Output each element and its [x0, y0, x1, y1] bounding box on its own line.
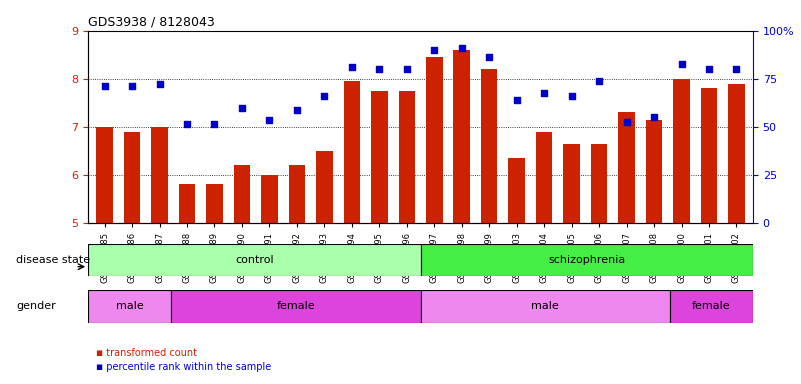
- Text: female: female: [692, 301, 731, 311]
- Bar: [674, 79, 690, 223]
- Bar: [481, 69, 497, 223]
- Point: [99, 83, 111, 89]
- Bar: [728, 84, 745, 223]
- Bar: [344, 81, 360, 223]
- Bar: [371, 91, 388, 223]
- FancyBboxPatch shape: [88, 290, 171, 323]
- Bar: [96, 127, 113, 223]
- Point: [291, 107, 304, 113]
- Point: [620, 119, 633, 125]
- Text: female: female: [276, 301, 315, 311]
- Point: [702, 66, 715, 72]
- Bar: [453, 50, 470, 223]
- Bar: [399, 91, 415, 223]
- Bar: [124, 131, 140, 223]
- Point: [537, 90, 550, 96]
- Bar: [261, 175, 278, 223]
- Text: ◾ percentile rank within the sample: ◾ percentile rank within the sample: [96, 362, 272, 372]
- Bar: [206, 184, 223, 223]
- Point: [208, 121, 221, 127]
- Bar: [646, 119, 662, 223]
- FancyBboxPatch shape: [421, 290, 670, 323]
- Point: [126, 83, 139, 89]
- Bar: [563, 144, 580, 223]
- Point: [153, 81, 166, 87]
- FancyBboxPatch shape: [421, 244, 753, 276]
- Point: [566, 93, 578, 99]
- Point: [510, 97, 523, 103]
- Bar: [536, 131, 553, 223]
- Text: male: male: [531, 301, 559, 311]
- Text: gender: gender: [16, 301, 56, 311]
- Point: [648, 114, 661, 120]
- Point: [318, 93, 331, 99]
- FancyBboxPatch shape: [171, 290, 421, 323]
- Bar: [316, 151, 332, 223]
- Text: disease state: disease state: [16, 255, 91, 265]
- Text: male: male: [116, 301, 143, 311]
- Point: [428, 47, 441, 53]
- FancyBboxPatch shape: [88, 244, 421, 276]
- Bar: [426, 57, 442, 223]
- Bar: [151, 127, 167, 223]
- Point: [593, 78, 606, 84]
- Point: [180, 121, 193, 127]
- Bar: [234, 165, 250, 223]
- Point: [373, 66, 386, 72]
- Point: [675, 61, 688, 68]
- Point: [263, 116, 276, 122]
- Text: schizophrenia: schizophrenia: [548, 255, 626, 265]
- Point: [400, 66, 413, 72]
- Point: [483, 54, 496, 60]
- Bar: [288, 165, 305, 223]
- FancyBboxPatch shape: [670, 290, 753, 323]
- Point: [345, 64, 358, 70]
- Text: GDS3938 / 8128043: GDS3938 / 8128043: [88, 15, 215, 28]
- Bar: [179, 184, 195, 223]
- Point: [455, 45, 468, 51]
- Point: [235, 104, 248, 111]
- Bar: [618, 113, 635, 223]
- Bar: [701, 88, 717, 223]
- Text: ◾ transformed count: ◾ transformed count: [96, 348, 197, 358]
- Bar: [591, 144, 607, 223]
- Text: control: control: [235, 255, 274, 265]
- Point: [730, 66, 743, 72]
- Bar: [509, 158, 525, 223]
